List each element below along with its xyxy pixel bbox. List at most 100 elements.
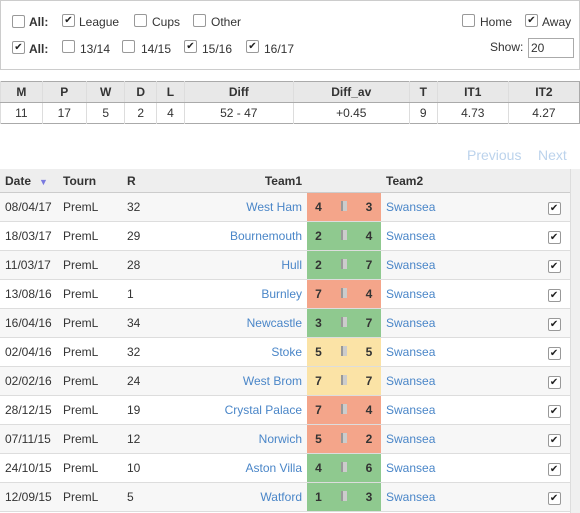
- date: 02/04/16: [0, 337, 58, 367]
- team2[interactable]: Swansea: [381, 337, 539, 367]
- select-cell: ✔: [538, 221, 571, 251]
- score2: 4: [357, 221, 382, 251]
- team2[interactable]: Swansea: [381, 192, 539, 222]
- show-input[interactable]: 20: [528, 38, 574, 58]
- checkbox[interactable]: ✔: [547, 201, 561, 215]
- checkbox[interactable]: ✔: [547, 346, 561, 360]
- team1[interactable]: Burnley: [147, 279, 307, 309]
- score1: 2: [307, 250, 330, 280]
- checkbox[interactable]: ✔: [547, 288, 561, 302]
- filter-label: 15/16: [202, 42, 233, 56]
- round: 29: [122, 221, 147, 251]
- score2: 6: [357, 453, 382, 483]
- flag-cell: [330, 366, 357, 396]
- tournament: PremL: [58, 395, 122, 425]
- team1[interactable]: Watford: [147, 482, 307, 512]
- team2[interactable]: Swansea: [381, 221, 539, 251]
- filter-label: Other: [211, 15, 242, 29]
- match-row: 12/09/15 PremL 5 Watford 1 3 Swansea ✔: [0, 482, 571, 512]
- checkbox[interactable]: ✔: [547, 230, 561, 244]
- checkbox[interactable]: [134, 14, 147, 27]
- value-row: 11 17 5 2 4 52 - 47 +0.45 9 4.73 4.27: [0, 102, 580, 124]
- flag-icon: [340, 462, 347, 472]
- checkbox[interactable]: ✔: [547, 375, 561, 389]
- header-row: M P W D L Diff Diff_av T IT1 IT2: [0, 81, 580, 103]
- value-cell: 52 - 47: [183, 102, 294, 124]
- team2[interactable]: Swansea: [381, 308, 539, 338]
- score2: 4: [357, 279, 382, 309]
- checkbox[interactable]: ✔: [547, 433, 561, 447]
- checkbox[interactable]: ✔: [184, 40, 197, 53]
- filter-label: All:: [29, 42, 49, 56]
- checkbox[interactable]: ✔: [12, 41, 25, 54]
- header-cell: Team2: [381, 169, 539, 193]
- team2[interactable]: Swansea: [381, 453, 539, 483]
- checkbox[interactable]: ✔: [547, 317, 561, 331]
- team1[interactable]: Crystal Palace: [147, 395, 307, 425]
- checkbox[interactable]: [12, 15, 25, 28]
- flag-icon: [340, 201, 347, 211]
- scrollbar[interactable]: [570, 169, 580, 513]
- match-row: 02/02/16 PremL 24 West Brom 7 7 Swansea ✔: [0, 366, 571, 396]
- header-cell: Tourn: [58, 169, 122, 193]
- checkbox[interactable]: ✔: [547, 259, 561, 273]
- filter-label: Home: [480, 15, 513, 29]
- header-cell: P: [41, 81, 87, 103]
- flag-cell: [330, 192, 357, 222]
- tournament: PremL: [58, 192, 122, 222]
- previous-button[interactable]: Previous: [467, 147, 522, 163]
- team1[interactable]: Hull: [147, 250, 307, 280]
- select-cell: ✔: [538, 366, 571, 396]
- tournament: PremL: [58, 366, 122, 396]
- team1[interactable]: West Ham: [147, 192, 307, 222]
- flag-cell: [330, 250, 357, 280]
- filter-label: League: [79, 15, 120, 29]
- checkbox[interactable]: ✔: [62, 14, 75, 27]
- filter-label: Cups: [152, 15, 181, 29]
- flag-cell: [330, 424, 357, 454]
- checkbox[interactable]: ✔: [525, 14, 538, 27]
- team2[interactable]: Swansea: [381, 250, 539, 280]
- team1[interactable]: Newcastle: [147, 308, 307, 338]
- checkbox[interactable]: ✔: [547, 404, 561, 418]
- team2[interactable]: Swansea: [381, 279, 539, 309]
- date: 07/11/15: [0, 424, 58, 454]
- tournament: PremL: [58, 453, 122, 483]
- team1[interactable]: Bournemouth: [147, 221, 307, 251]
- match-row: 08/04/17 PremL 32 West Ham 4 3 Swansea ✔: [0, 192, 571, 222]
- checkbox[interactable]: [462, 14, 475, 27]
- summary-table: M P W D L Diff Diff_av T IT1 IT2 11 17 5 2 4 52 - 47 +0.…: [0, 81, 580, 124]
- checkbox[interactable]: [62, 40, 75, 53]
- team1[interactable]: Norwich: [147, 424, 307, 454]
- flag-icon: [340, 230, 347, 240]
- value-cell: 5: [85, 102, 125, 124]
- select-cell: ✔: [538, 424, 571, 454]
- tournament: PremL: [58, 221, 122, 251]
- match-row: 07/11/15 PremL 12 Norwich 5 2 Swansea ✔: [0, 424, 571, 454]
- score1: 4: [307, 453, 330, 483]
- filter-label: All:: [29, 15, 49, 29]
- checkbox[interactable]: [193, 14, 206, 27]
- date: 28/12/15: [0, 395, 58, 425]
- round: 34: [122, 308, 147, 338]
- header-cell: D: [124, 81, 157, 103]
- header-cell: L: [155, 81, 185, 103]
- checkbox[interactable]: ✔: [246, 40, 259, 53]
- checkbox[interactable]: [122, 40, 135, 53]
- header-cell: [538, 169, 571, 193]
- team2[interactable]: Swansea: [381, 482, 539, 512]
- team1[interactable]: Stoke: [147, 337, 307, 367]
- value-cell: 4.27: [507, 102, 580, 124]
- team2[interactable]: Swansea: [381, 395, 539, 425]
- date: 24/10/15: [0, 453, 58, 483]
- checkbox[interactable]: ✔: [547, 462, 561, 476]
- checkbox[interactable]: ✔: [547, 491, 561, 505]
- team1[interactable]: Aston Villa: [147, 453, 307, 483]
- flag-cell: [330, 482, 357, 512]
- tournament: PremL: [58, 250, 122, 280]
- team2[interactable]: Swansea: [381, 424, 539, 454]
- score1: 7: [307, 366, 330, 396]
- next-button[interactable]: Next: [538, 147, 567, 163]
- team1[interactable]: West Brom: [147, 366, 307, 396]
- team2[interactable]: Swansea: [381, 366, 539, 396]
